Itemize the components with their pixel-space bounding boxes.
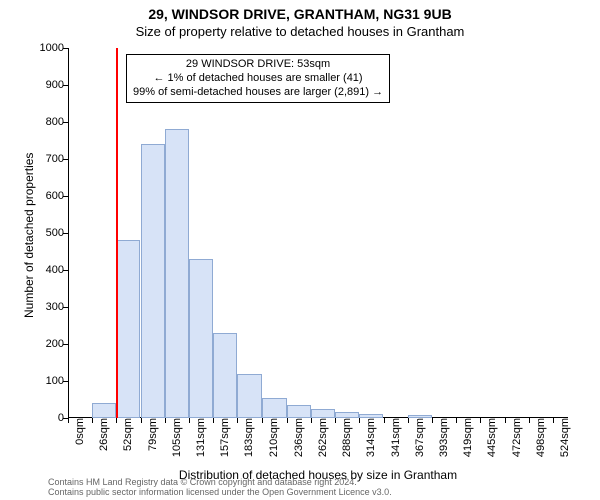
xtick-mark	[505, 418, 506, 423]
histogram-bar	[213, 333, 237, 418]
ytick-label: 100	[46, 375, 68, 387]
ytick-label: 200	[46, 338, 68, 350]
histogram-bar	[141, 144, 165, 418]
xtick-mark	[480, 418, 481, 423]
annotation-line: 99% of semi-detached houses are larger (…	[133, 86, 383, 100]
xtick-label: 445sqm	[484, 418, 498, 457]
xtick-mark	[92, 418, 93, 423]
xtick-mark	[213, 418, 214, 423]
reference-line	[116, 48, 118, 418]
plot-surface: 010020030040050060070080090010000sqm26sq…	[68, 48, 568, 418]
xtick-mark	[408, 418, 409, 423]
ytick-label: 0	[58, 412, 68, 424]
histogram-bar	[237, 374, 261, 418]
xtick-mark	[287, 418, 288, 423]
chart-container: 29, WINDSOR DRIVE, GRANTHAM, NG31 9UB Si…	[0, 0, 600, 500]
histogram-bar	[359, 414, 383, 418]
xtick-mark	[432, 418, 433, 423]
xtick-mark	[262, 418, 263, 423]
xtick-mark	[165, 418, 166, 423]
xtick-mark	[359, 418, 360, 423]
xtick-mark	[68, 418, 69, 423]
xtick-label: 498sqm	[533, 418, 547, 457]
xtick-label: 314sqm	[363, 418, 377, 457]
title-main: 29, WINDSOR DRIVE, GRANTHAM, NG31 9UB	[0, 0, 600, 22]
xtick-label: 262sqm	[315, 418, 329, 457]
ytick-label: 900	[46, 79, 68, 91]
xtick-mark	[335, 418, 336, 423]
title-sub: Size of property relative to detached ho…	[0, 22, 600, 39]
histogram-bar	[335, 412, 359, 418]
xtick-mark	[384, 418, 385, 423]
xtick-label: 419sqm	[460, 418, 474, 457]
histogram-bar	[189, 259, 213, 418]
ytick-label: 600	[46, 190, 68, 202]
annotation-line: 29 WINDSOR DRIVE: 53sqm	[133, 58, 383, 72]
ytick-label: 400	[46, 264, 68, 276]
histogram-bar	[165, 129, 189, 418]
xtick-label: 472sqm	[509, 418, 523, 457]
ytick-label: 800	[46, 116, 68, 128]
xtick-label: 288sqm	[339, 418, 353, 457]
ytick-label: 1000	[40, 42, 68, 54]
xtick-mark	[553, 418, 554, 423]
histogram-bar	[262, 398, 286, 418]
xtick-mark	[529, 418, 530, 423]
annotation-box: 29 WINDSOR DRIVE: 53sqm← 1% of detached …	[126, 54, 390, 103]
y-axis-label: Number of detached properties	[22, 153, 36, 318]
ytick-label: 500	[46, 227, 68, 239]
ytick-label: 300	[46, 301, 68, 313]
footer-line-2: Contains public sector information licen…	[48, 488, 588, 498]
plot-area: Number of detached properties 0100200300…	[68, 48, 568, 418]
histogram-bar	[287, 405, 311, 418]
ytick-label: 700	[46, 153, 68, 165]
xtick-label: 26sqm	[96, 418, 110, 451]
xtick-label: 0sqm	[72, 418, 86, 445]
xtick-label: 393sqm	[436, 418, 450, 457]
xtick-mark	[311, 418, 312, 423]
xtick-label: 52sqm	[120, 418, 134, 451]
xtick-label: 341sqm	[388, 418, 402, 457]
xtick-mark	[141, 418, 142, 423]
xtick-mark	[116, 418, 117, 423]
xtick-label: 524sqm	[557, 418, 571, 457]
histogram-bar	[408, 415, 432, 418]
xtick-label: 183sqm	[241, 418, 255, 457]
y-axis-line	[68, 48, 69, 418]
xtick-label: 105sqm	[169, 418, 183, 457]
xtick-mark	[237, 418, 238, 423]
histogram-bar	[311, 409, 335, 418]
xtick-mark	[456, 418, 457, 423]
xtick-mark	[189, 418, 190, 423]
xtick-label: 367sqm	[412, 418, 426, 457]
xtick-label: 157sqm	[217, 418, 231, 457]
annotation-line: ← 1% of detached houses are smaller (41)	[133, 72, 383, 86]
xtick-label: 210sqm	[266, 418, 280, 457]
xtick-label: 236sqm	[291, 418, 305, 457]
histogram-bar	[92, 403, 116, 418]
xtick-label: 79sqm	[145, 418, 159, 451]
footer-attribution: Contains HM Land Registry data © Crown c…	[48, 478, 588, 498]
xtick-label: 131sqm	[193, 418, 207, 457]
histogram-bar	[116, 240, 140, 418]
